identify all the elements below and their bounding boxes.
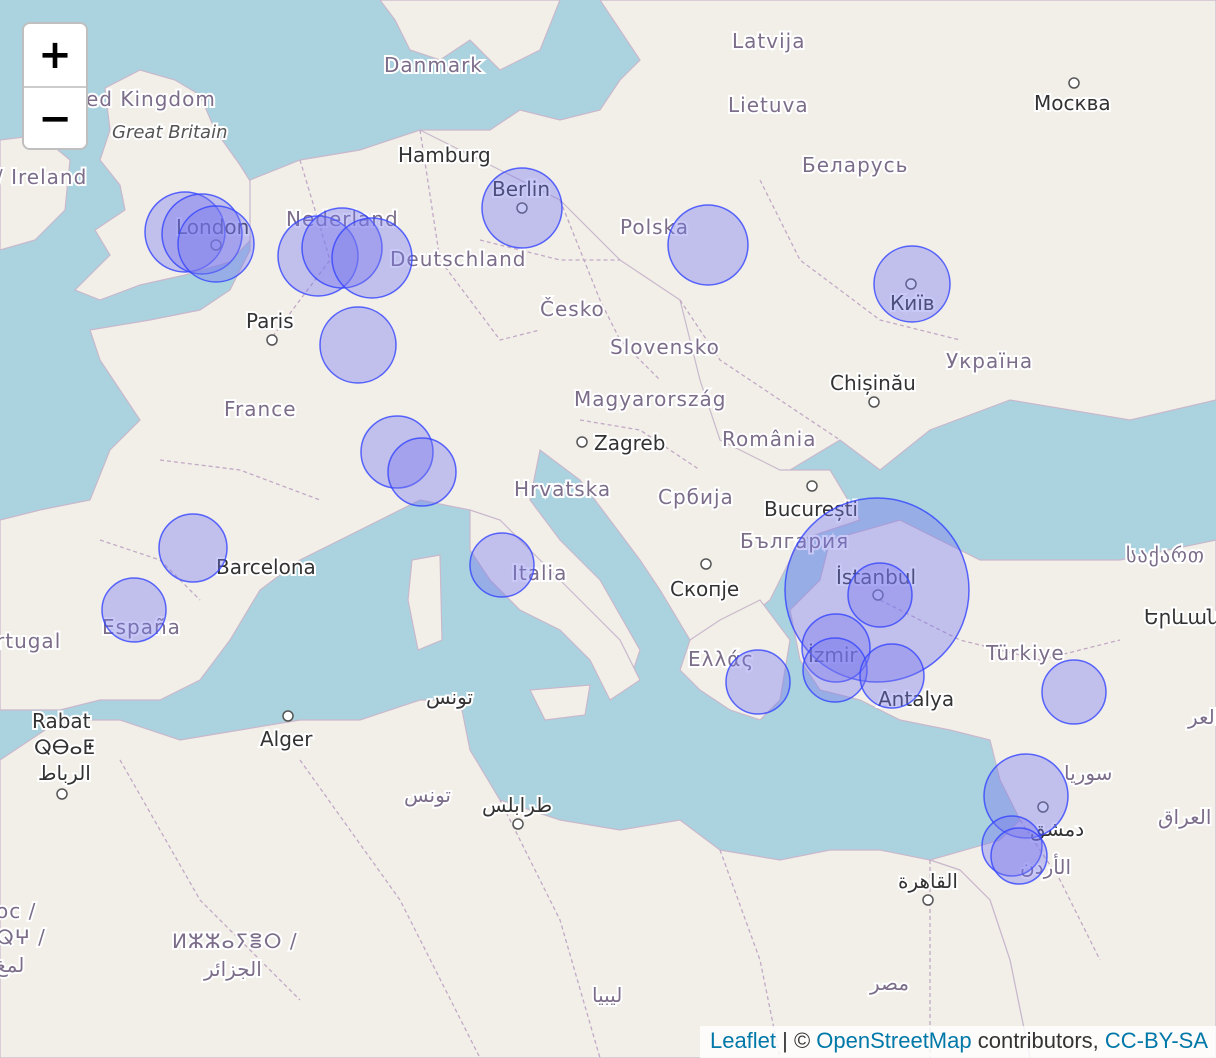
city-dots — [56, 77, 1080, 906]
label-lietuva: Lietuva — [728, 93, 809, 117]
label-sakartvelo: საქართ — [1126, 543, 1205, 567]
label-latvija: Latvija — [732, 29, 805, 53]
marker-izmir-b[interactable] — [802, 637, 868, 703]
label-great-britain: Great Britain — [112, 122, 227, 143]
label-bulgaria: България — [740, 529, 849, 553]
circle-markers — [101, 167, 1107, 885]
land-italy — [469, 509, 641, 701]
label-italia: Italia — [512, 561, 567, 585]
label-skopje: Скопје — [670, 577, 739, 601]
osm-link[interactable]: OpenStreetMap — [816, 1028, 972, 1053]
label-maroc-ar: لمغ — [0, 953, 24, 977]
marker-swiss[interactable] — [360, 415, 434, 489]
label-turkiye: Türkiye — [985, 641, 1065, 665]
label-barcelona: Barcelona — [216, 555, 316, 579]
leaflet-link[interactable]: Leaflet — [709, 1028, 777, 1053]
attribution: Leaflet | © OpenStreetMap contributors, … — [699, 1026, 1216, 1058]
marker-east-turkey[interactable] — [1041, 659, 1107, 725]
marker-istanbul-large[interactable] — [784, 497, 970, 683]
land-sicily — [529, 684, 591, 721]
license-link[interactable]: CC-BY-SA — [1104, 1028, 1208, 1053]
label-bucuresti: București — [764, 497, 858, 521]
land-scandinavia — [379, 0, 561, 71]
marker-kyiv[interactable] — [873, 245, 951, 323]
marker-istanbul-small[interactable] — [847, 562, 913, 628]
marker-italy[interactable] — [469, 532, 535, 598]
label-algeria-tif: ⵍⵣⵣⴰⵢⴻⵔ / — [172, 929, 298, 953]
label-syria: سوريا — [1064, 761, 1112, 785]
label-kyiv: Київ — [890, 291, 935, 315]
label-magyarorszag: Magyarország — [574, 387, 726, 411]
attribution-contributors: contributors, — [971, 1028, 1105, 1053]
label-misr: مصر — [869, 971, 909, 995]
label-paris: Paris — [246, 309, 294, 333]
marker-london-b[interactable] — [161, 193, 243, 275]
label-france: France — [224, 397, 297, 421]
border-layer — [99, 129, 1121, 1058]
marker-netherlands-c[interactable] — [331, 217, 413, 299]
label-belarus: Беларусь — [802, 153, 908, 177]
marker-izmir-a[interactable] — [801, 613, 871, 683]
label-romania: România — [722, 427, 816, 451]
label-algeria-ar: الجزائر — [203, 957, 262, 981]
label-cesko: Česko — [540, 297, 605, 321]
label-moskva: Москва — [1034, 91, 1111, 115]
label-istanbul: İstanbul — [836, 565, 916, 589]
marker-poland[interactable] — [667, 204, 749, 286]
marker-london-a[interactable] — [144, 191, 226, 273]
label-zagreb: Zagreb — [594, 431, 665, 455]
zoom-out-button[interactable]: − — [24, 86, 86, 148]
attribution-separator: | © — [776, 1028, 817, 1053]
label-tripoli: طرابلس — [482, 793, 552, 817]
label-hamburg: Hamburg — [398, 143, 491, 167]
label-united-kingdom: ed Kingdom — [86, 87, 216, 111]
zoom-control: + − — [22, 22, 88, 150]
marker-france-east[interactable] — [319, 306, 397, 384]
label-tunis: تونس — [426, 685, 473, 709]
label-srbija: Србија — [658, 485, 734, 509]
label-yerevan: Երևան — [1144, 605, 1216, 629]
land-turkey — [789, 519, 1216, 1058]
marker-spain[interactable] — [101, 577, 167, 643]
label-alger: Alger — [260, 727, 313, 751]
label-berlin: Berlin — [492, 177, 550, 201]
label-hrvatska: Hrvatska — [514, 477, 611, 501]
marker-antalya[interactable] — [859, 643, 925, 709]
label-danmark: Danmark — [384, 53, 483, 77]
label-tunisia: تونس — [404, 783, 451, 807]
land-ireland — [0, 134, 71, 251]
marker-levant-b[interactable] — [990, 827, 1048, 885]
marker-barcelona[interactable] — [158, 513, 228, 583]
marker-london-c[interactable] — [177, 205, 255, 283]
label-ukraina: Україна — [946, 349, 1033, 373]
label-ellas: Ελλάς — [688, 647, 754, 671]
zoom-in-button[interactable]: + — [24, 24, 86, 86]
label-london: London — [176, 215, 249, 239]
label-maroc: oc / — [0, 899, 36, 923]
marker-athens[interactable] — [725, 649, 791, 715]
label-libya: ليبيا — [592, 983, 622, 1007]
label-ireland: / Ireland — [0, 165, 87, 189]
label-slovensko: Slovensko — [610, 335, 720, 359]
label-maroc-tif: ⵕⵖ / — [0, 925, 46, 949]
label-iraq: العراق — [1158, 805, 1211, 829]
marker-levant-a[interactable] — [981, 815, 1043, 877]
marker-netherlands-b[interactable] — [301, 207, 383, 289]
label-rabat-tifinagh: ⵕⴱⴰⵟ — [34, 735, 95, 759]
label-portugal: rtugal — [0, 629, 61, 653]
label-cairo: القاهرة — [898, 869, 958, 893]
land-north-africa — [0, 699, 1031, 1058]
label-rabat-ar: الرباط — [38, 761, 91, 785]
label-chisinau: Chișinău — [830, 371, 916, 395]
label-rabat: Rabat — [32, 709, 91, 733]
marker-milan[interactable] — [387, 437, 457, 507]
marker-berlin[interactable] — [481, 167, 563, 249]
map-labels: Danmark Latvija ed Kingdom Great Britain… — [0, 27, 1216, 1009]
label-iraq-partial: العر — [1187, 705, 1216, 729]
land-sardinia — [407, 554, 443, 651]
